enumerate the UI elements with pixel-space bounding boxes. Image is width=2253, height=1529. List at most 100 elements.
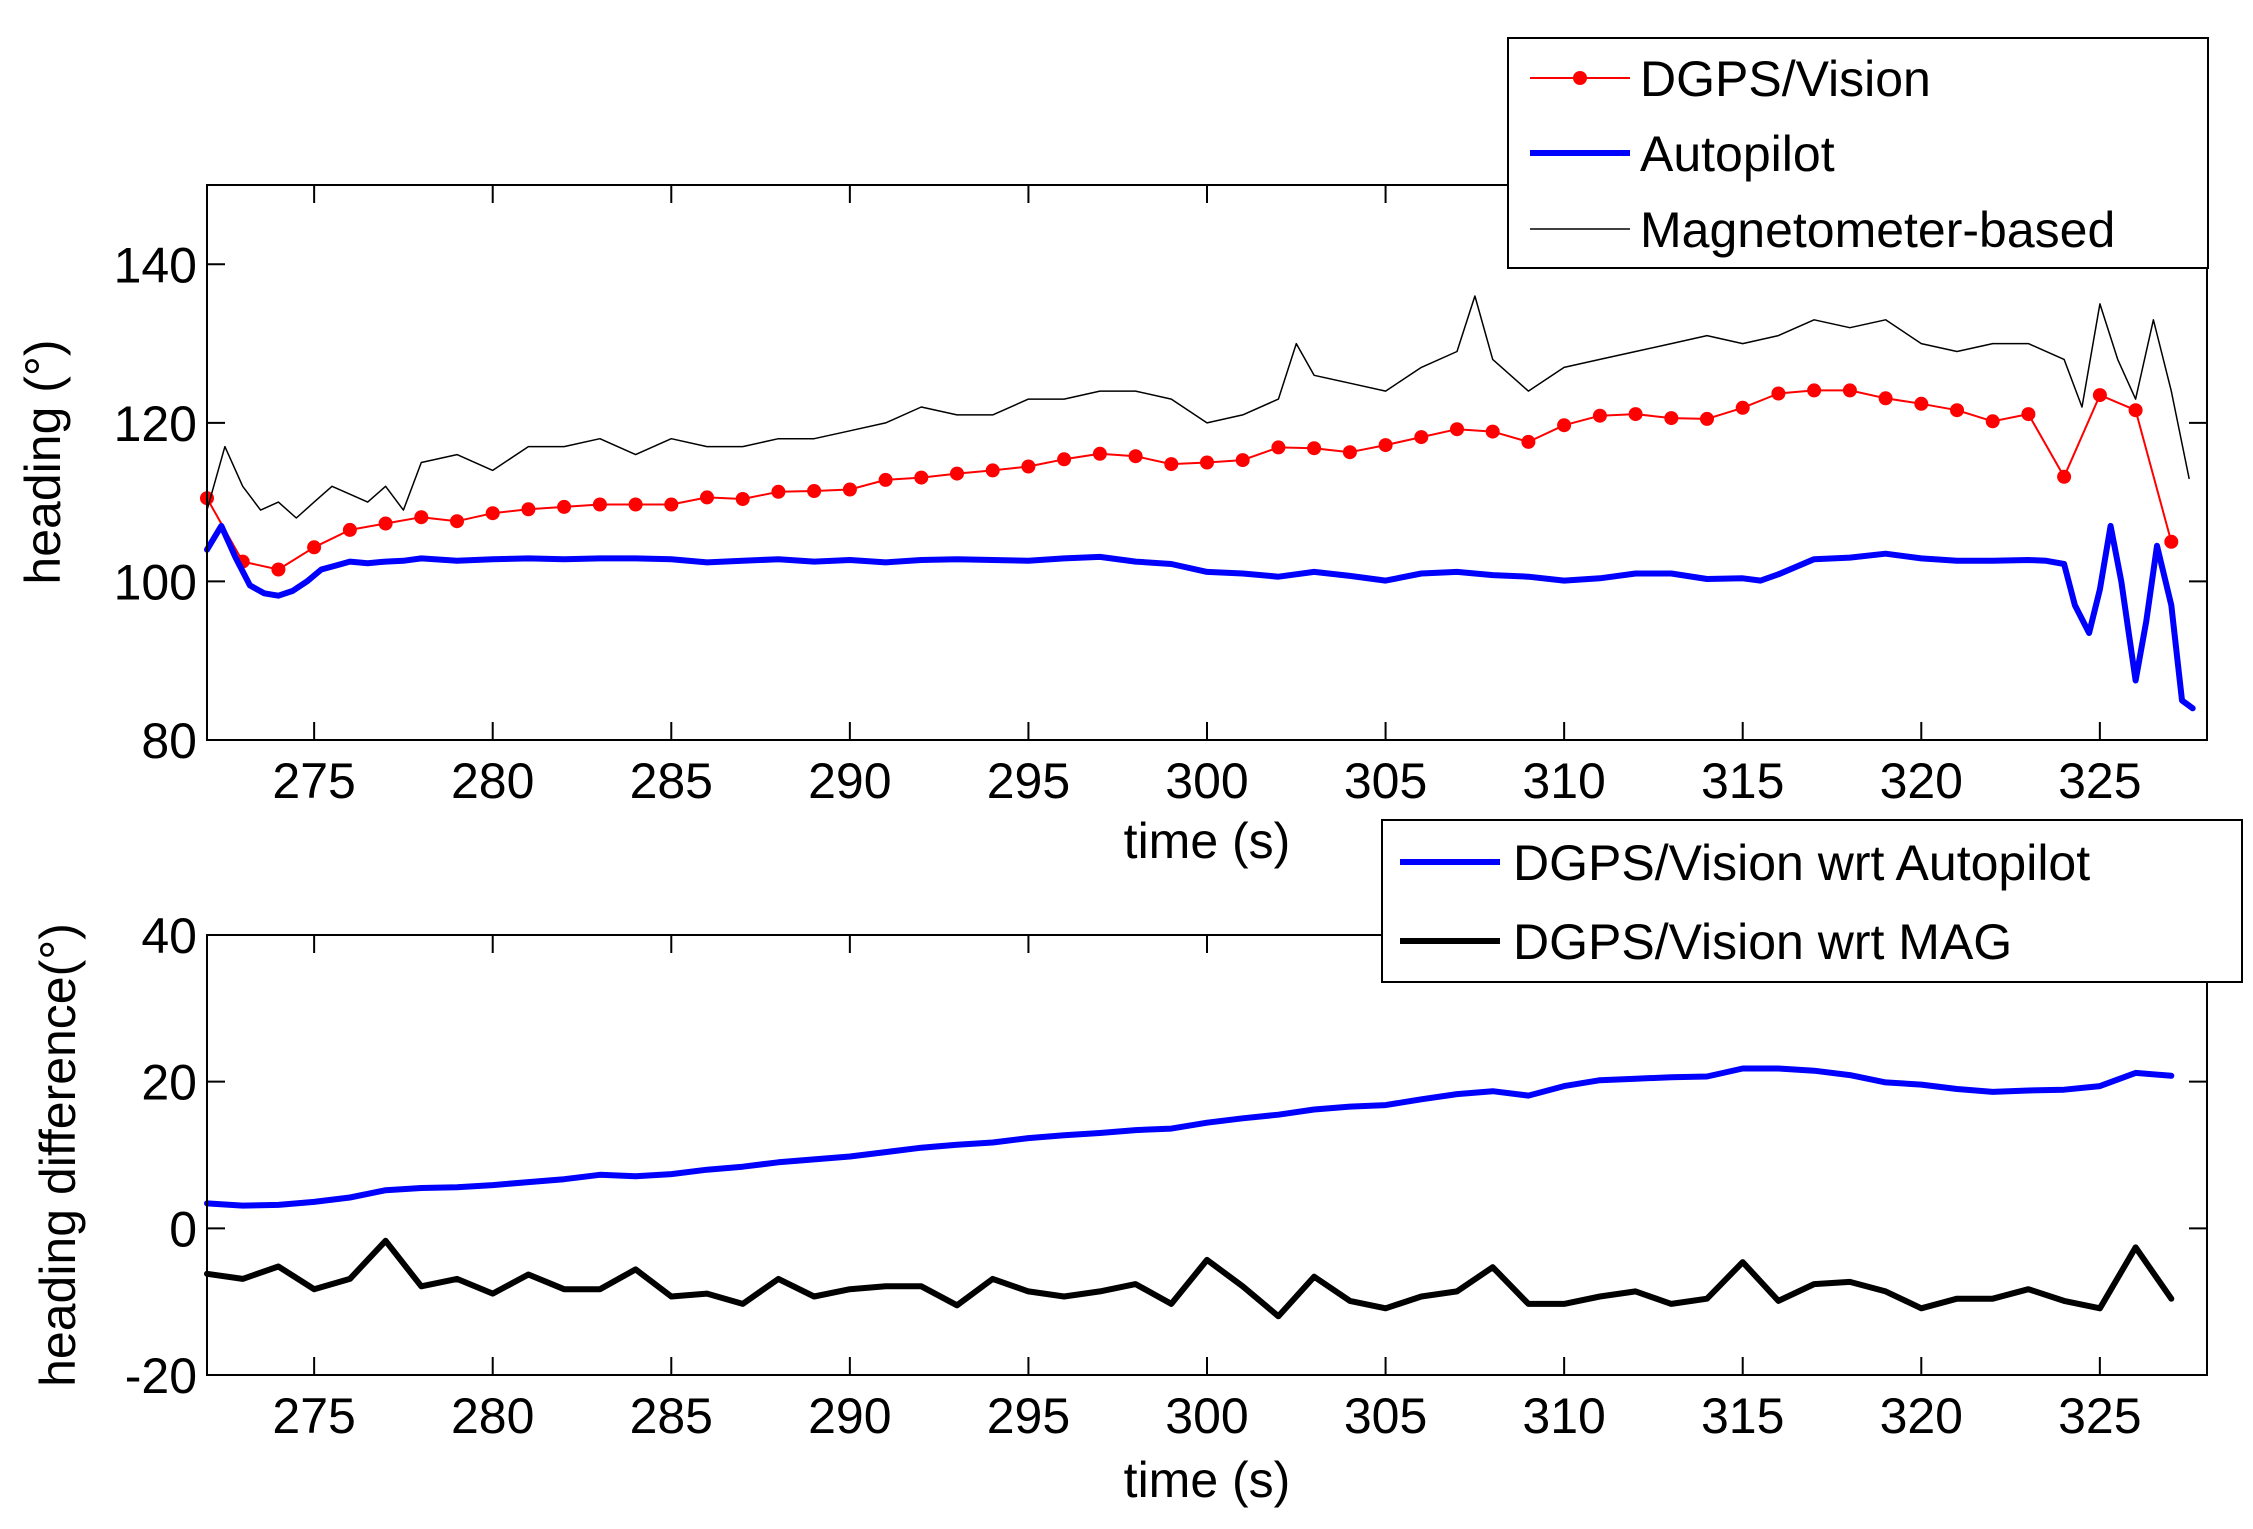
series-dgps-point <box>1592 408 1607 423</box>
series-dgps-point <box>1021 459 1036 474</box>
series-dgps-point <box>2128 403 2143 418</box>
series-diff-mag-line <box>204 1237 2175 1320</box>
series-dgps-point <box>842 482 857 497</box>
series-autopilot-line <box>204 522 2196 712</box>
difference-xtick-label: 315 <box>1701 1388 1784 1444</box>
series-dgps-point <box>1878 391 1893 406</box>
heading-legend: DGPS/Vision Autopilot Magnetometer-based <box>1507 37 2209 269</box>
heading-xtick-label: 295 <box>987 753 1070 809</box>
difference-ylabel: heading difference(°) <box>30 923 86 1387</box>
series-dgps-point <box>1271 440 1286 455</box>
heading-series-layer <box>200 295 2196 712</box>
difference-ytick-label: -20 <box>125 1348 197 1404</box>
difference-plot: 275 280 285 290 295 300 305 310 315 320 325 -20 0 20 4… <box>30 908 2208 1508</box>
series-dgps-point <box>1164 457 1179 472</box>
legend-diff-autopilot-label: DGPS/Vision wrt Autopilot <box>1513 835 2090 891</box>
heading-ytick-label: 120 <box>114 396 197 452</box>
heading-ytick-label: 140 <box>114 237 197 293</box>
difference-xtick-label: 300 <box>1165 1388 1248 1444</box>
series-dgps-point <box>1128 449 1143 464</box>
series-dgps-point <box>985 463 1000 478</box>
heading-ytick-label: 100 <box>114 554 197 610</box>
difference-xlabel: time (s) <box>1124 1452 1291 1508</box>
difference-ytick-label: 20 <box>141 1055 197 1111</box>
series-dgps-point <box>307 540 322 555</box>
series-dgps-point <box>2057 469 2072 484</box>
series-dgps-point <box>700 490 714 505</box>
heading-xtick-label: 275 <box>272 753 355 809</box>
series-dgps-point <box>485 506 500 521</box>
series-dgps-point <box>1200 455 1214 470</box>
series-dgps-point <box>1664 411 1679 426</box>
series-dgps-point <box>1628 407 1643 422</box>
series-dgps-point <box>1842 383 1857 398</box>
difference-legend: DGPS/Vision wrt Autopilot DGPS/Vision wr… <box>1381 819 2243 983</box>
difference-xtick-label: 305 <box>1344 1388 1427 1444</box>
series-dgps-point <box>1807 383 1822 398</box>
legend-autopilot-label: Autopilot <box>1640 126 1835 182</box>
difference-ytick-label: 0 <box>169 1201 197 1257</box>
legend-diff-mag-label: DGPS/Vision wrt MAG <box>1513 914 2012 970</box>
heading-ticks: 275 280 285 290 295 300 305 310 315 320 325 80 100 12… <box>114 185 2207 809</box>
series-dgps-point <box>1485 424 1500 439</box>
difference-xtick-label: 280 <box>451 1388 534 1444</box>
series-dgps-point <box>378 516 393 531</box>
series-dgps-point <box>1450 422 1464 437</box>
difference-ticks: 275 280 285 290 295 300 305 310 315 320 325 -20 0 20 4… <box>125 908 2207 1444</box>
heading-ylabel: heading (°) <box>15 339 71 584</box>
series-dgps-point <box>1092 446 1107 461</box>
heading-xtick-label: 310 <box>1522 753 1605 809</box>
series-dgps-point <box>1735 400 1750 415</box>
series-dgps-point <box>2021 407 2036 422</box>
series-dgps-point <box>414 510 429 525</box>
series-dgps-point <box>664 497 679 512</box>
difference-xtick-label: 325 <box>2058 1388 2141 1444</box>
series-dgps-point <box>1950 403 1964 418</box>
series-dgps-point <box>521 502 536 517</box>
heading-plot: 275 280 285 290 295 300 305 310 315 320 325 80 100 12… <box>15 184 2208 869</box>
heading-ytick-label: 80 <box>141 713 197 769</box>
difference-xtick-label: 320 <box>1880 1388 1963 1444</box>
difference-xtick-label: 310 <box>1522 1388 1605 1444</box>
heading-xtick-label: 315 <box>1701 753 1784 809</box>
series-dgps-point <box>735 492 750 506</box>
series-dgps-point <box>1521 434 1536 449</box>
heading-xtick-label: 320 <box>1880 753 1963 809</box>
heading-xtick-label: 300 <box>1165 753 1248 809</box>
series-dgps-point <box>1378 438 1393 453</box>
series-dgps-point <box>1057 452 1072 467</box>
series-dgps-point <box>807 484 822 498</box>
difference-series-layer <box>204 1065 2175 1320</box>
series-dgps-point <box>1700 411 1714 426</box>
series-dgps-point <box>592 497 607 512</box>
series-dgps-point <box>1771 386 1786 401</box>
difference-xtick-label: 290 <box>808 1388 891 1444</box>
heading-xtick-label: 290 <box>808 753 891 809</box>
series-diff-autopilot-line <box>204 1065 2175 1209</box>
difference-plot-area <box>207 935 2207 1375</box>
series-dgps-point <box>878 472 893 487</box>
series-mag-line <box>206 295 2190 519</box>
legend-dgps-label: DGPS/Vision <box>1640 51 1931 107</box>
heading-xtick-label: 285 <box>630 753 713 809</box>
series-dgps-point <box>950 466 964 481</box>
series-dgps-point <box>342 522 357 537</box>
series-dgps-point <box>1414 430 1429 445</box>
difference-xtick-label: 295 <box>987 1388 1070 1444</box>
series-dgps-point <box>1307 441 1322 456</box>
heading-xtick-label: 280 <box>451 753 534 809</box>
heading-xlabel: time (s) <box>1124 813 1291 869</box>
legend-dgps-marker <box>1573 71 1587 85</box>
series-dgps-point <box>1914 396 1929 411</box>
series-dgps-point <box>1985 414 2000 429</box>
series-dgps-point <box>1235 453 1250 468</box>
difference-legend-box <box>1381 819 2243 983</box>
legend-mag-label: Magnetometer-based <box>1640 202 2115 258</box>
series-dgps-point <box>557 499 572 514</box>
series-dgps-point <box>914 470 929 485</box>
series-dgps-point <box>1557 418 1572 433</box>
series-dgps-point <box>628 497 643 512</box>
series-dgps-point <box>771 484 786 499</box>
series-dgps-point <box>450 514 464 529</box>
